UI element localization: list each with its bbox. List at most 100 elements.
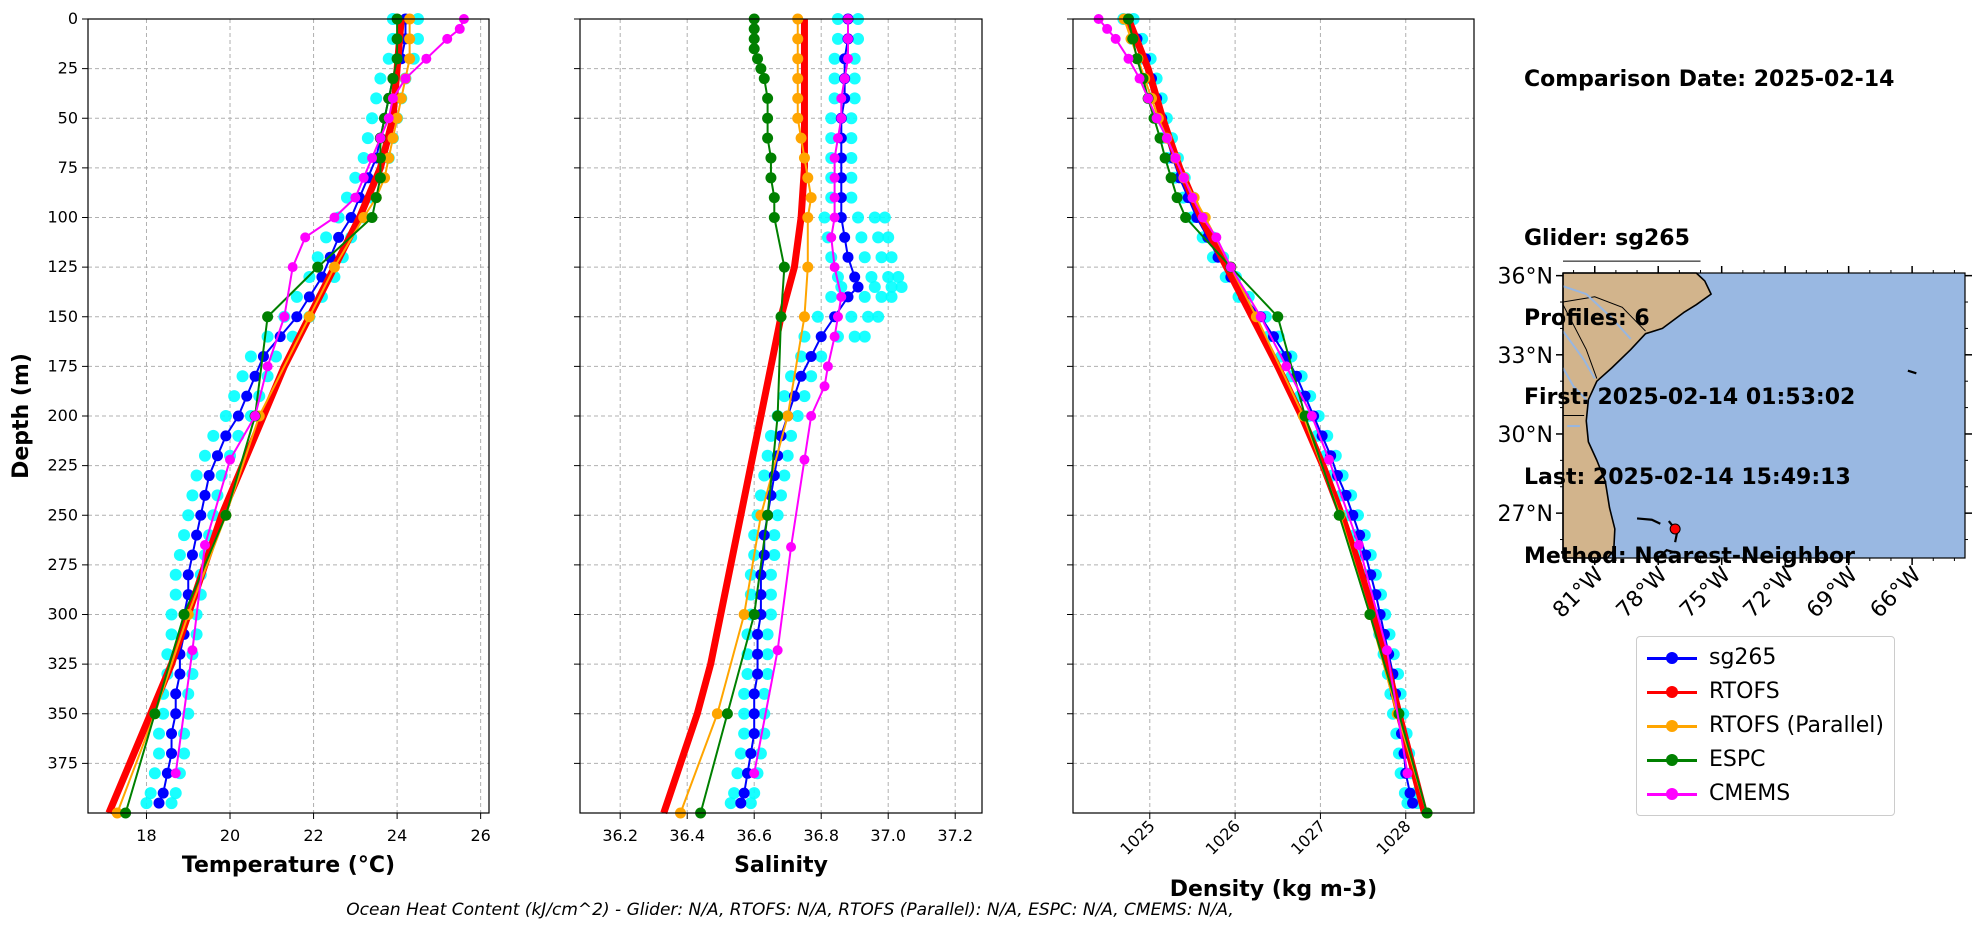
series-point-espc bbox=[366, 212, 378, 223]
x-tick-label: 36.2 bbox=[602, 826, 638, 845]
glider-scatter-point bbox=[198, 449, 211, 462]
series-point-espc bbox=[374, 152, 386, 164]
series-point-sg265 bbox=[182, 569, 194, 581]
series-point-cmems bbox=[225, 454, 236, 465]
series-point-espc bbox=[778, 261, 790, 273]
series-point-cmems bbox=[806, 411, 817, 421]
series-point-espc bbox=[262, 311, 274, 323]
glider-scatter-point bbox=[219, 410, 232, 422]
glider-scatter-point bbox=[781, 449, 794, 462]
series-point-sg265 bbox=[170, 688, 182, 700]
series-point-espc bbox=[768, 212, 780, 223]
series-point-cmems bbox=[454, 23, 465, 34]
series-point-espc bbox=[1171, 192, 1183, 204]
glider-scatter-point bbox=[872, 231, 885, 244]
glider-scatter-point bbox=[815, 350, 828, 363]
legend-label: RTOFS (Parallel) bbox=[1709, 713, 1884, 738]
series-point-cmems bbox=[1170, 152, 1181, 163]
series-point-rtofs-parallel- bbox=[404, 53, 416, 65]
y-tick-label: 200 bbox=[47, 406, 78, 425]
series-point-cmems bbox=[786, 542, 797, 553]
glider-scatter-point bbox=[761, 449, 774, 462]
glider-scatter-point bbox=[875, 290, 888, 303]
x-tick-label: 1025 bbox=[1116, 816, 1158, 858]
profile-count: Profiles: 6 bbox=[1524, 305, 1650, 331]
series-point-cmems bbox=[829, 152, 840, 163]
series-point-espc bbox=[1165, 172, 1177, 184]
glider-scatter-point bbox=[768, 548, 781, 561]
series-point-cmems bbox=[170, 768, 181, 779]
glider-scatter-point bbox=[845, 171, 858, 184]
glider-scatter-point bbox=[169, 568, 182, 581]
y-tick-label: 350 bbox=[47, 704, 78, 723]
series-point-sg265 bbox=[232, 410, 244, 422]
glider-scatter-point bbox=[724, 797, 737, 810]
series-point-cmems bbox=[1381, 645, 1392, 656]
y-tick-label: 50 bbox=[58, 108, 78, 127]
glider-scatter-point bbox=[848, 330, 861, 343]
series-point-sg265 bbox=[220, 430, 232, 442]
glider-scatter-point bbox=[169, 588, 182, 601]
series-point-sg265 bbox=[195, 509, 207, 521]
lat-tick-label: 36°N bbox=[1498, 265, 1553, 290]
series-point-cmems bbox=[832, 133, 843, 144]
y-tick-label: 375 bbox=[47, 753, 78, 772]
glider-scatter-point bbox=[366, 112, 379, 125]
island bbox=[1636, 517, 1661, 525]
series-point-espc bbox=[758, 73, 770, 85]
y-tick-label: 125 bbox=[47, 257, 78, 276]
glider-scatter-point bbox=[764, 429, 777, 442]
series-point-sg265 bbox=[303, 291, 315, 303]
glider-scatter-point bbox=[778, 469, 791, 482]
series-point-cmems bbox=[1187, 192, 1198, 203]
glider-scatter-point bbox=[865, 271, 878, 284]
y-tick-label: 300 bbox=[47, 605, 78, 624]
glider-scatter-point bbox=[778, 390, 791, 403]
series-point-espc bbox=[755, 63, 767, 75]
series-point-cmems bbox=[843, 53, 853, 64]
glider-scatter-point bbox=[764, 568, 777, 581]
glider-scatter-point bbox=[805, 370, 818, 383]
x-tick-label: 26 bbox=[470, 826, 490, 845]
glider-scatter-point bbox=[878, 211, 891, 224]
series-line-cmems bbox=[1097, 18, 1409, 774]
glider-scatter-point bbox=[848, 92, 861, 105]
series-point-rtofs-parallel- bbox=[303, 311, 315, 323]
glider-scatter-point bbox=[885, 290, 898, 303]
legend-dot bbox=[1666, 686, 1678, 698]
series-point-cmems bbox=[829, 192, 840, 203]
series-point-espc bbox=[1364, 609, 1376, 620]
glider-scatter-point bbox=[758, 469, 771, 482]
glider-scatter-point bbox=[791, 410, 804, 422]
series-point-sg265 bbox=[157, 787, 169, 799]
axes-frame bbox=[1072, 18, 1475, 814]
island bbox=[1907, 369, 1917, 375]
glider-scatter-point bbox=[862, 310, 875, 323]
glider-location-marker bbox=[1669, 523, 1681, 535]
x-tick-label: 37.2 bbox=[937, 826, 973, 845]
series-point-sg265 bbox=[345, 212, 357, 223]
series-point-sg265 bbox=[191, 529, 203, 541]
glider-scatter-point bbox=[811, 310, 824, 323]
legend-item-rtofs: RTOFS bbox=[1637, 677, 1894, 707]
legend-dot bbox=[1666, 788, 1678, 800]
series-point-espc bbox=[387, 73, 399, 85]
series-point-sg265 bbox=[203, 470, 215, 482]
legend: sg265 RTOFS RTOFS (Parallel) ESPC CMEMS bbox=[1636, 636, 1895, 816]
x-tick-label: 1026 bbox=[1202, 816, 1244, 858]
glider-scatter-point bbox=[748, 787, 761, 800]
series-point-cmems bbox=[1151, 113, 1162, 124]
glider-scatter-point bbox=[785, 429, 798, 442]
series-point-espc bbox=[178, 609, 190, 620]
series-point-espc bbox=[762, 92, 774, 104]
series-point-sg265 bbox=[735, 797, 747, 809]
x-tick-label: 36.4 bbox=[669, 826, 705, 845]
series-point-cmems bbox=[1225, 262, 1236, 273]
series-point-espc bbox=[220, 509, 232, 521]
glider-scatter-point bbox=[764, 588, 777, 601]
series-point-espc bbox=[149, 708, 161, 720]
ocean-heat-content-note: Ocean Heat Content (kJ/cm^2) - Glider: N… bbox=[346, 900, 1234, 920]
series-point-sg265 bbox=[852, 281, 864, 293]
x-tick-label: 20 bbox=[220, 826, 240, 845]
